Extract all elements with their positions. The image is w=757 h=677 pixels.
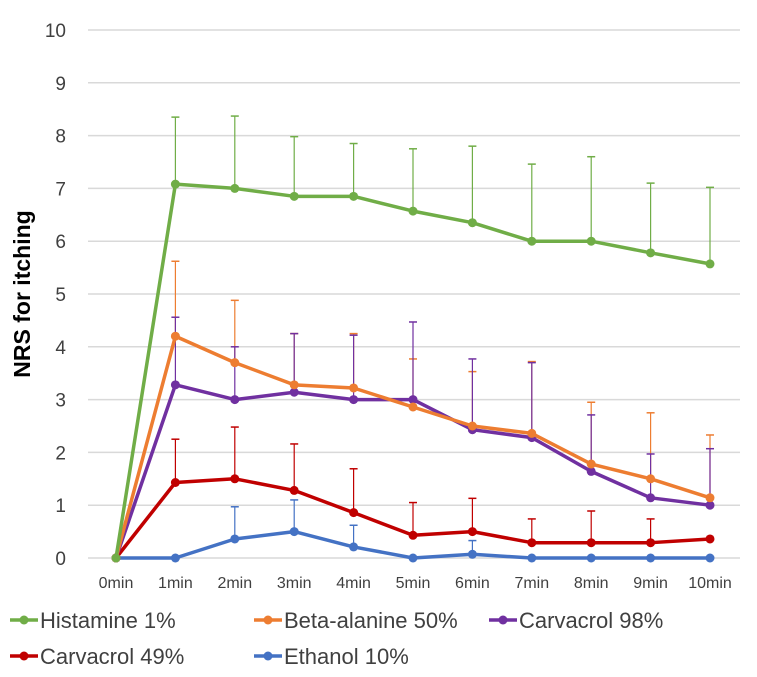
data-point [170,553,180,563]
x-tick-label: 0min [99,575,134,592]
data-point [408,402,418,412]
y-tick-label: 9 [55,74,66,95]
data-point [408,206,418,216]
data-point [289,191,299,201]
y-tick-label: 3 [55,391,66,412]
y-tick-label: 4 [55,338,66,359]
data-point [646,553,656,563]
data-point [408,553,418,563]
x-tick-labels: 0min 1min 2min 3min 4min 5min 6min 7min 8min 9min… [99,575,732,592]
y-tick-labels: 0 1 2 3 4 5 6 7 8 9 10 [45,21,67,570]
x-tick-label: 9min [633,575,668,592]
series-lines [111,179,715,563]
data-point [408,395,418,405]
data-point [170,477,180,487]
legend-item: Carvacrol 98% [489,608,663,633]
legend-item: Histamine 1% [10,608,176,633]
data-point [289,387,299,397]
x-tick-label: 2min [217,575,252,592]
data-point [646,248,656,258]
legend-swatch-marker [19,651,29,661]
data-point [408,530,418,540]
data-point [705,259,715,269]
data-point [230,358,240,368]
y-tick-label: 0 [55,549,66,570]
data-point [349,395,359,405]
data-point [467,527,477,537]
data-point [467,218,477,228]
data-point [646,538,656,548]
data-point [467,549,477,559]
data-point [111,553,121,563]
x-tick-label: 6min [455,575,490,592]
data-point [705,500,715,510]
data-point [289,527,299,537]
y-tick-label: 8 [55,127,66,148]
data-point [527,538,537,548]
data-point [586,466,596,476]
y-axis-label: NRS for itching [9,210,35,377]
y-tick-label: 10 [45,21,66,42]
data-point [230,534,240,544]
data-point [467,421,477,431]
data-point [170,380,180,390]
data-point [586,553,596,563]
data-point [230,474,240,484]
legend-item: Ethanol 10% [254,644,409,669]
data-point [586,236,596,246]
legend-label: Carvacrol 49% [40,644,184,669]
data-point [586,459,596,469]
data-point [646,474,656,484]
data-point [349,542,359,552]
x-tick-label: 4min [336,575,371,592]
legend-item: Beta-alanine 50% [254,608,458,633]
data-point [646,493,656,503]
legend: Histamine 1% Beta-alanine 50% Carvacrol 98… [10,608,663,669]
error-bars [171,115,714,555]
data-point [289,380,299,390]
legend-item: Carvacrol 49% [10,644,184,669]
legend-label: Beta-alanine 50% [284,608,458,633]
data-point [349,191,359,201]
y-tick-label: 1 [55,496,66,517]
data-point [705,493,715,503]
data-point [349,508,359,518]
y-tick-label: 2 [55,443,66,464]
legend-swatch-marker [498,615,508,625]
gridlines [88,29,740,559]
x-tick-label: 5min [396,575,431,592]
x-tick-label: 1min [158,575,193,592]
data-point [527,428,537,438]
legend-label: Histamine 1% [40,608,176,633]
data-point [170,179,180,189]
legend-swatch-marker [263,651,273,661]
data-point [527,553,537,563]
legend-swatch-marker [19,615,29,625]
y-tick-label: 7 [55,179,66,200]
data-point [705,553,715,563]
data-point [230,183,240,193]
legend-swatch-marker [263,615,273,625]
data-point [230,395,240,405]
data-point [705,534,715,544]
data-point [170,331,180,341]
data-point [527,236,537,246]
legend-label: Carvacrol 98% [519,608,663,633]
x-tick-label: 7min [514,575,549,592]
y-tick-label: 6 [55,232,66,253]
x-tick-label: 3min [277,575,312,592]
data-point [586,538,596,548]
y-tick-label: 5 [55,285,66,306]
data-point [349,383,359,393]
x-tick-label: 8min [574,575,609,592]
data-point [289,485,299,495]
legend-label: Ethanol 10% [284,644,409,669]
x-tick-label: 10min [688,575,732,592]
